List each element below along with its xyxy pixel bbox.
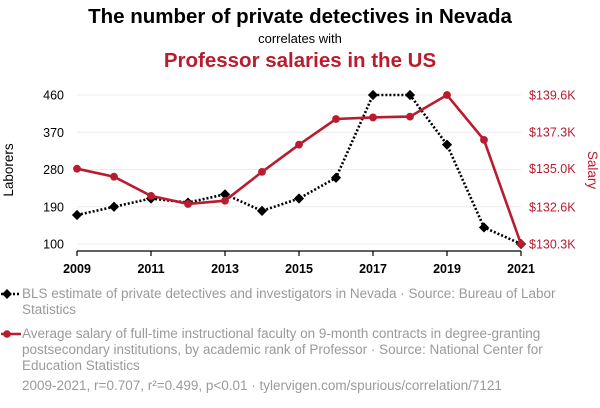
left-axis-label: Laborers — [1, 143, 16, 197]
left-tick-label: 190 — [43, 200, 64, 214]
series1-point — [367, 89, 379, 101]
chart-title: The number of private detectives in Neva… — [88, 5, 512, 28]
right-tick-label: $139.6K — [529, 89, 576, 103]
series2-point — [73, 164, 81, 173]
x-tick-label: 2015 — [285, 262, 313, 276]
series2-point — [184, 200, 192, 208]
series1-point — [330, 172, 342, 183]
chart-subtitle: Professor salaries in the US — [164, 49, 436, 72]
gridlines — [77, 94, 521, 245]
x-tick-label: 2009 — [63, 262, 91, 276]
series2-point — [443, 91, 451, 99]
series2-point — [295, 140, 303, 149]
right-tick-label: $135.0K — [529, 162, 576, 176]
series2-point — [147, 192, 155, 200]
x-tick-label: 2011 — [137, 262, 164, 276]
series2-point — [110, 172, 118, 181]
axes: 100 190 280 370 460 $130.3K $132.6K $135.0K $137… — [43, 89, 576, 277]
series1-point — [71, 209, 83, 221]
series2-point — [221, 196, 229, 205]
x-tick-label: 2017 — [359, 262, 387, 276]
series1-point — [256, 205, 268, 216]
footer-stats: 2009-2021, r=0.707, r²=0.499, p<0.01 · t… — [22, 378, 502, 393]
series2-point — [369, 113, 377, 122]
left-tick-label: 280 — [43, 163, 64, 177]
series1-point — [293, 193, 305, 204]
series2-point — [517, 240, 525, 248]
legend-item-series2: Average salary of full-time instructiona… — [0, 326, 560, 374]
x-tick-label: 2019 — [433, 262, 461, 276]
legend-item-series1: BLS estimate of private detectives and i… — [0, 286, 560, 318]
right-tick-label: $130.3K — [529, 238, 576, 252]
series1-point — [108, 201, 120, 212]
right-axis-label: Salary — [585, 151, 600, 190]
left-tick-label: 100 — [43, 238, 64, 252]
x-tick-label: 2013 — [211, 262, 239, 276]
series — [71, 89, 527, 250]
chart-connector: correlates with — [258, 31, 342, 46]
series2-point — [258, 168, 266, 176]
legend-swatch-series1 — [1, 289, 21, 299]
left-tick-label: 460 — [43, 89, 64, 103]
chart: The number of private detectives in Neva… — [1, 5, 600, 277]
legend-label-series1: BLS estimate of private detectives and i… — [22, 286, 556, 317]
legend-label-series2: Average salary of full-time instructiona… — [22, 326, 543, 373]
series2-point — [406, 112, 414, 121]
left-tick-label: 370 — [43, 126, 64, 140]
series2-point — [332, 115, 340, 123]
right-tick-label: $137.3K — [529, 125, 576, 139]
right-tick-label: $132.6K — [529, 201, 576, 215]
series1-point — [478, 222, 490, 233]
series2-point — [480, 135, 488, 144]
legend-swatch-series2 — [1, 330, 21, 338]
x-tick-label: 2021 — [507, 262, 535, 276]
